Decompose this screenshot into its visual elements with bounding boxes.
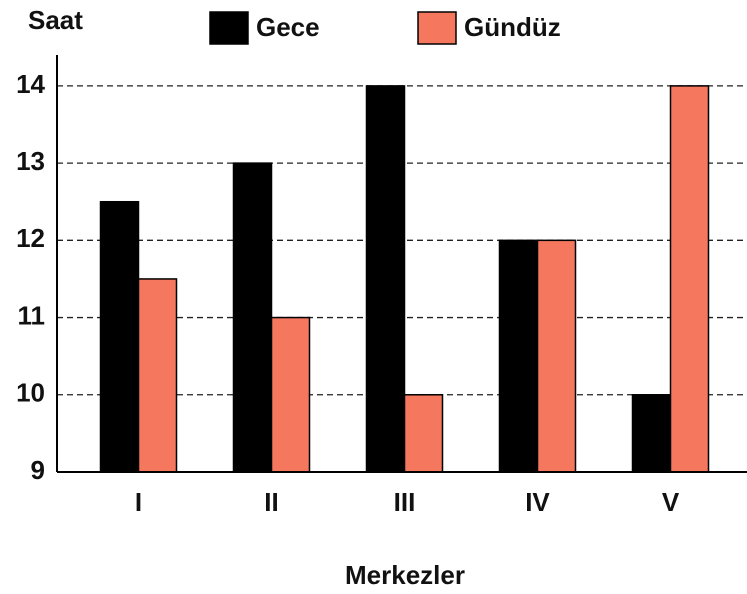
x-tick-label: IV xyxy=(525,487,550,517)
legend-swatch xyxy=(417,11,457,45)
x-tick-label: II xyxy=(264,487,278,517)
bar xyxy=(498,239,539,473)
bar xyxy=(137,278,178,473)
bar xyxy=(270,316,311,473)
bar xyxy=(631,394,672,473)
x-tick-label: I xyxy=(135,487,142,517)
legend-label: Gece xyxy=(256,12,320,42)
y-tick-label: 12 xyxy=(16,223,45,253)
y-tick-label: 9 xyxy=(31,455,45,485)
bar xyxy=(365,85,406,473)
y-tick-label: 11 xyxy=(18,300,46,330)
x-tick-label: III xyxy=(394,487,416,517)
y-tick-label: 13 xyxy=(16,146,45,176)
legend-label: Gündüz xyxy=(464,12,561,42)
bar xyxy=(536,239,577,473)
x-tick-label: V xyxy=(662,487,680,517)
bar xyxy=(669,85,710,473)
bar xyxy=(232,162,273,473)
y-axis-label: Saat xyxy=(28,5,83,35)
bar xyxy=(99,200,140,473)
y-tick-label: 10 xyxy=(16,378,45,408)
y-tick-label: 14 xyxy=(16,69,45,99)
legend-swatch xyxy=(209,11,249,45)
x-axis-label: Merkezler xyxy=(345,560,465,590)
bar xyxy=(403,394,444,473)
